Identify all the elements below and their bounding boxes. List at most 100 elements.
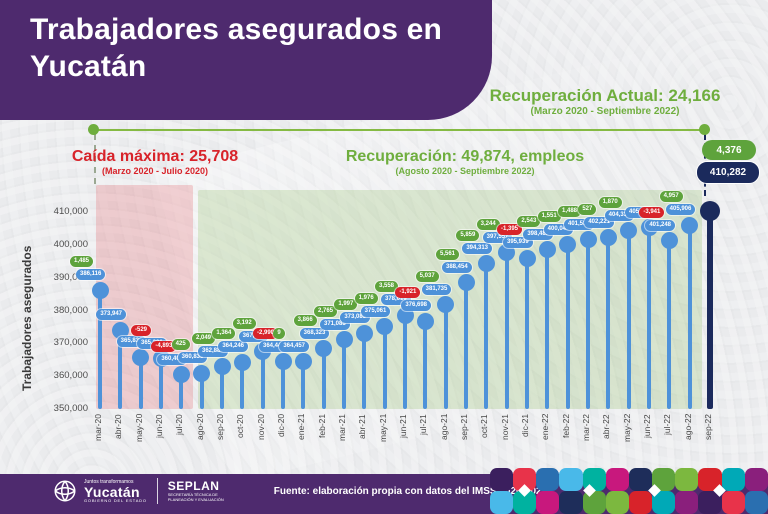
mosaic-tile — [536, 491, 560, 514]
x-axis-label: may-21 — [377, 414, 388, 443]
value-pill: 405,906 — [665, 204, 696, 216]
recuperacion-actual-subtitle: (Marzo 2020 - Septiembre 2022) — [530, 106, 680, 117]
yucatan-logo-icon — [54, 480, 76, 502]
lollipop-stem — [484, 263, 489, 409]
x-axis-label: sep-21 — [459, 414, 469, 440]
mosaic-tile — [721, 491, 745, 514]
x-axis-label: jul-22 — [662, 414, 673, 435]
lollipop-stem — [707, 211, 713, 409]
y-tick-label: 350,000 — [53, 403, 88, 414]
lollipop-stem — [199, 373, 204, 409]
lollipop-dot — [457, 274, 475, 292]
lollipop-dot — [111, 321, 129, 339]
lollipop-stem — [647, 227, 651, 409]
value-pill: 364,457 — [279, 340, 310, 352]
lollipop-dot — [376, 318, 394, 336]
lollipop-dot — [620, 222, 638, 240]
value-pill: 381,735 — [421, 283, 452, 295]
mosaic-tile — [628, 468, 653, 491]
lollipop-dot — [437, 296, 455, 314]
lollipop-dot — [172, 366, 190, 384]
lollipop-stem — [159, 358, 163, 409]
value-pill: 365,830 — [116, 336, 147, 348]
value-pill: 368,323 — [299, 327, 330, 339]
annotation-recuperacion-actual: Recuperación Actual: 24,166 (Marzo 2020 … — [455, 86, 755, 117]
x-axis-label: jun-22 — [642, 414, 652, 438]
change-pill: 1,488 — [558, 205, 582, 217]
y-tick-label: 360,000 — [53, 370, 88, 382]
mosaic-tile — [628, 491, 653, 514]
change-pill: 2,049 — [192, 332, 216, 344]
change-pill: -2,990 — [253, 327, 279, 339]
lollipop-stem — [179, 374, 184, 409]
lollipop-dot — [498, 244, 516, 262]
lollipop-dot — [335, 331, 353, 349]
lollipop-stem — [525, 258, 529, 409]
y-tick-label: 400,000 — [53, 238, 88, 250]
value-pill: 398,482 — [523, 228, 554, 240]
page-title: Trabajadores asegurados en Yucatán — [30, 13, 443, 83]
value-pill: 388,454 — [442, 261, 472, 273]
value-pill: 373,085 — [340, 312, 371, 324]
lollipop-dot — [660, 232, 678, 250]
lollipop-dot — [599, 229, 617, 247]
seplan-subtitle: SECRETARÍA TÉCNICA DE PLANEACIÓN Y EVALU… — [167, 492, 224, 502]
latest-value-badge: 4,376 410,282 — [696, 140, 762, 184]
lollipop-stem — [443, 304, 448, 409]
lollipop-stem — [382, 326, 387, 409]
change-pill: 1,997 — [334, 299, 358, 311]
lollipop-stem — [606, 237, 611, 409]
span-line — [92, 129, 704, 131]
change-pill: 1,485 — [70, 256, 94, 268]
change-pill: 2,765 — [314, 305, 338, 317]
lollipop-stem — [362, 333, 367, 409]
change-pill: -1,921 — [395, 287, 421, 299]
mosaic-tile — [605, 491, 629, 514]
lollipop-dot — [274, 353, 292, 371]
lollipop-stem — [118, 330, 123, 409]
lollipop-stem — [403, 315, 407, 409]
x-axis-label: ene-21 — [296, 414, 307, 441]
footer-divider — [156, 478, 158, 504]
value-pill: 395,939 — [503, 237, 533, 249]
lollipop-stem — [464, 282, 468, 409]
lollipop-stem — [98, 290, 102, 409]
y-tick-label: 390,000 — [53, 271, 88, 283]
lollipop-stem — [342, 339, 346, 409]
change-pill: 5,037 — [415, 270, 439, 282]
lollipop-stem — [240, 362, 245, 409]
mosaic-tile — [744, 491, 768, 514]
lollipop-dot — [294, 353, 312, 371]
x-axis-label: ene-22 — [540, 414, 551, 441]
x-axis-label: mar-20 — [93, 414, 103, 441]
change-pill: 9 — [273, 327, 285, 339]
mosaic-tile — [559, 468, 583, 491]
x-axis-label: jun-20 — [154, 414, 164, 438]
y-tick-label: 370,000 — [53, 337, 88, 349]
x-axis-label: ago-20 — [194, 414, 205, 441]
lollipop-dot — [416, 312, 434, 330]
value-pill: 360,408 — [157, 353, 188, 365]
x-axis-label: jun-21 — [398, 414, 408, 438]
x-axis-label: oct-21 — [479, 414, 490, 438]
mosaic-tile — [721, 468, 745, 491]
mosaic-tile — [698, 491, 722, 514]
lollipop-stem — [565, 244, 570, 409]
recuperacion-actual-title: Recuperación Actual: 24,166 — [489, 86, 721, 105]
mosaic-tile — [513, 491, 537, 514]
value-pill: 402,221 — [584, 216, 615, 228]
x-axis-label: feb-21 — [316, 414, 327, 439]
seplan-name: SEPLAN — [167, 479, 220, 494]
value-pill: 394,313 — [462, 242, 493, 254]
value-pill: 360,833 — [177, 352, 208, 364]
x-axis-label: jul-21 — [418, 414, 429, 435]
mosaic-tile — [490, 468, 514, 491]
lollipop-dot — [213, 358, 231, 376]
mosaic-tile — [675, 468, 699, 491]
lollipop-dot — [91, 281, 109, 299]
lollipop-dot — [233, 353, 251, 371]
x-axis-label: may-20 — [133, 414, 144, 443]
y-tick-label: 410,000 — [53, 206, 88, 217]
lollipop-dot — [559, 236, 577, 254]
